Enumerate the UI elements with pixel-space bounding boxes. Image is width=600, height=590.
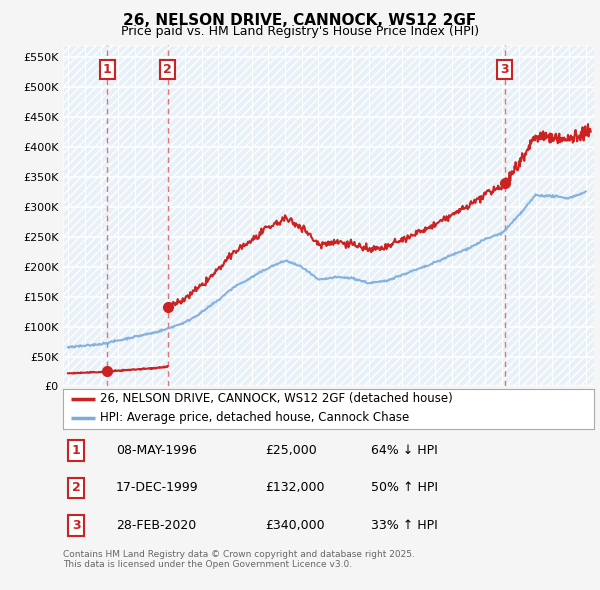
Text: 28-FEB-2020: 28-FEB-2020 bbox=[116, 519, 196, 532]
Text: 2: 2 bbox=[163, 63, 172, 76]
Text: £340,000: £340,000 bbox=[265, 519, 325, 532]
Text: 2: 2 bbox=[72, 481, 80, 494]
Text: 1: 1 bbox=[72, 444, 80, 457]
Text: £132,000: £132,000 bbox=[265, 481, 324, 494]
Text: 3: 3 bbox=[72, 519, 80, 532]
Text: 50% ↑ HPI: 50% ↑ HPI bbox=[371, 481, 438, 494]
Text: HPI: Average price, detached house, Cannock Chase: HPI: Average price, detached house, Cann… bbox=[100, 411, 409, 424]
Text: 33% ↑ HPI: 33% ↑ HPI bbox=[371, 519, 438, 532]
Text: 17-DEC-1999: 17-DEC-1999 bbox=[116, 481, 199, 494]
Text: Contains HM Land Registry data © Crown copyright and database right 2025.
This d: Contains HM Land Registry data © Crown c… bbox=[63, 550, 415, 569]
Text: Price paid vs. HM Land Registry's House Price Index (HPI): Price paid vs. HM Land Registry's House … bbox=[121, 25, 479, 38]
Text: 1: 1 bbox=[103, 63, 112, 76]
Text: 08-MAY-1996: 08-MAY-1996 bbox=[116, 444, 197, 457]
Text: 26, NELSON DRIVE, CANNOCK, WS12 2GF (detached house): 26, NELSON DRIVE, CANNOCK, WS12 2GF (det… bbox=[100, 392, 453, 405]
Text: £25,000: £25,000 bbox=[265, 444, 317, 457]
Text: 3: 3 bbox=[500, 63, 509, 76]
Text: 64% ↓ HPI: 64% ↓ HPI bbox=[371, 444, 438, 457]
Text: 26, NELSON DRIVE, CANNOCK, WS12 2GF: 26, NELSON DRIVE, CANNOCK, WS12 2GF bbox=[124, 13, 476, 28]
